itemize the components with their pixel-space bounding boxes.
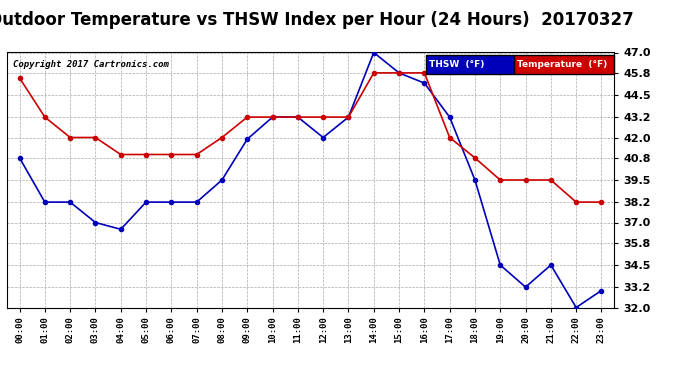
- FancyBboxPatch shape: [426, 55, 514, 74]
- Text: Temperature  (°F): Temperature (°F): [517, 60, 607, 69]
- Text: Copyright 2017 Cartronics.com: Copyright 2017 Cartronics.com: [13, 60, 169, 69]
- Text: THSW  (°F): THSW (°F): [429, 60, 484, 69]
- FancyBboxPatch shape: [514, 55, 614, 74]
- Text: Outdoor Temperature vs THSW Index per Hour (24 Hours)  20170327: Outdoor Temperature vs THSW Index per Ho…: [0, 11, 633, 29]
